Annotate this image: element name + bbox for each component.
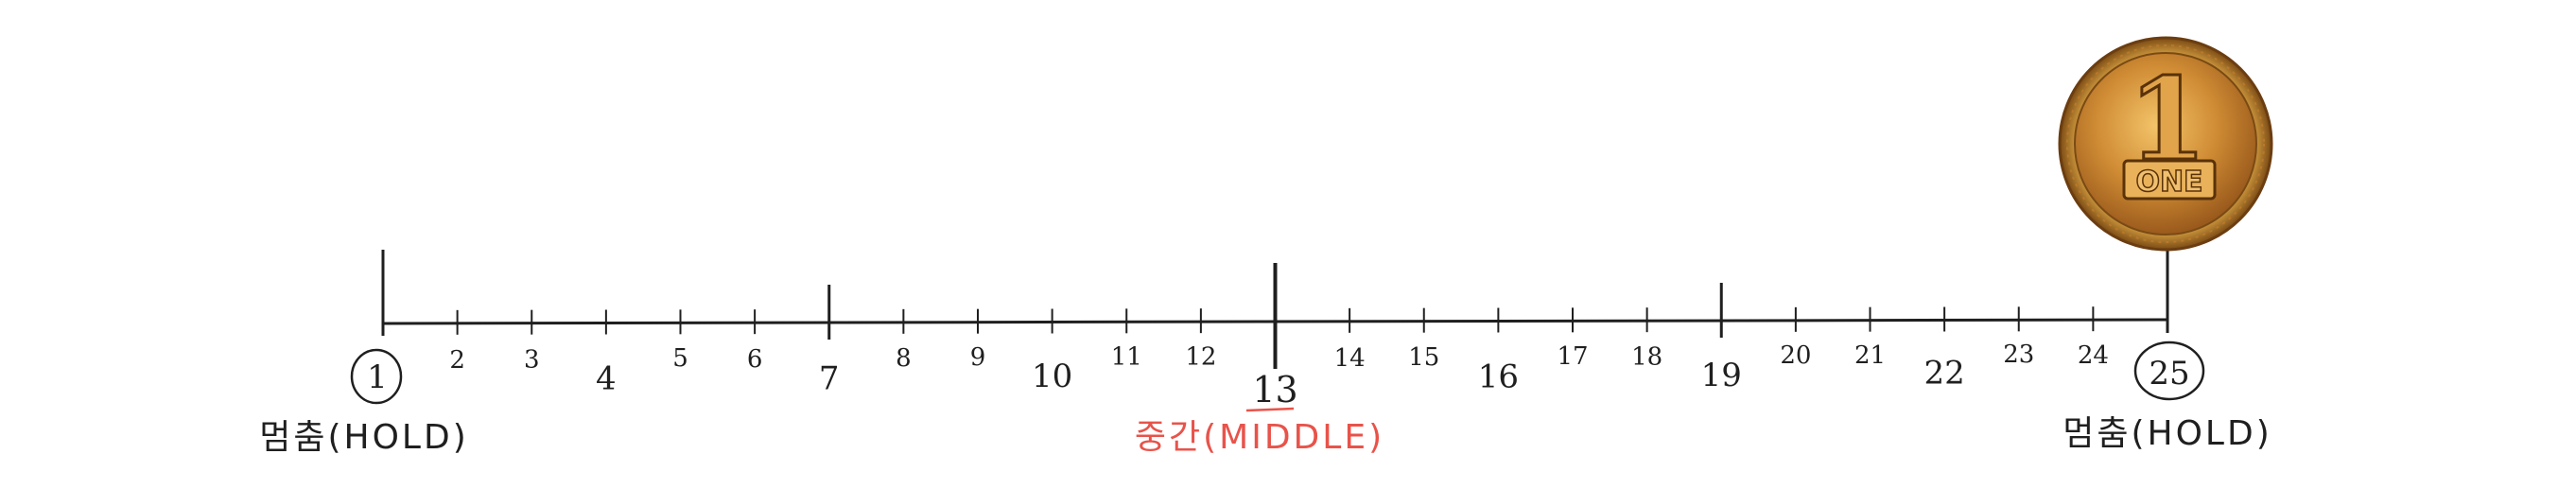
tick-label-21: 21 — [1854, 341, 1886, 370]
coin-icon: 1 ONE — [2058, 36, 2273, 252]
middle-label: 중간(MIDDLE) — [1135, 418, 1384, 457]
tick-label-20: 20 — [1780, 341, 1811, 370]
start-circle — [350, 348, 403, 405]
tick-label-7: 7 — [819, 359, 840, 397]
left-hold-label: 멈춤(HOLD) — [259, 418, 469, 457]
tick-label-4: 4 — [596, 359, 617, 397]
tick-label-17: 17 — [1557, 342, 1588, 371]
tick-label-11: 11 — [1111, 343, 1142, 372]
tick-label-18: 18 — [1631, 343, 1662, 372]
tick-marks — [456, 263, 2095, 369]
right-hold-label: 멈춤(HOLD) — [2063, 414, 2272, 453]
tick-label-2: 2 — [449, 346, 465, 375]
coin-word: ONE — [2135, 166, 2202, 199]
tick-label-25: 25 — [2149, 355, 2189, 393]
tick-label-1: 1 — [367, 358, 388, 396]
tick-label-15: 15 — [1408, 343, 1439, 372]
tick-label-8: 8 — [896, 344, 912, 373]
end-circle — [2133, 341, 2205, 401]
tick-label-23: 23 — [2003, 341, 2034, 369]
tick-label-14: 14 — [1334, 344, 1366, 373]
tick-label-24: 24 — [2078, 341, 2109, 370]
tick-label-5: 5 — [672, 344, 688, 373]
tick-label-3: 3 — [524, 346, 540, 375]
tick-label-22: 22 — [1923, 354, 1964, 392]
tick-label-9: 9 — [970, 343, 986, 372]
tick-label-12: 12 — [1185, 342, 1216, 371]
middle-underline — [1245, 407, 1295, 412]
tick-label-6: 6 — [747, 345, 763, 374]
tick-label-10: 10 — [1032, 358, 1072, 395]
tick-label-19: 19 — [1701, 357, 1742, 394]
tick-label-13: 13 — [1252, 369, 1297, 410]
tick-label-16: 16 — [1478, 358, 1519, 395]
